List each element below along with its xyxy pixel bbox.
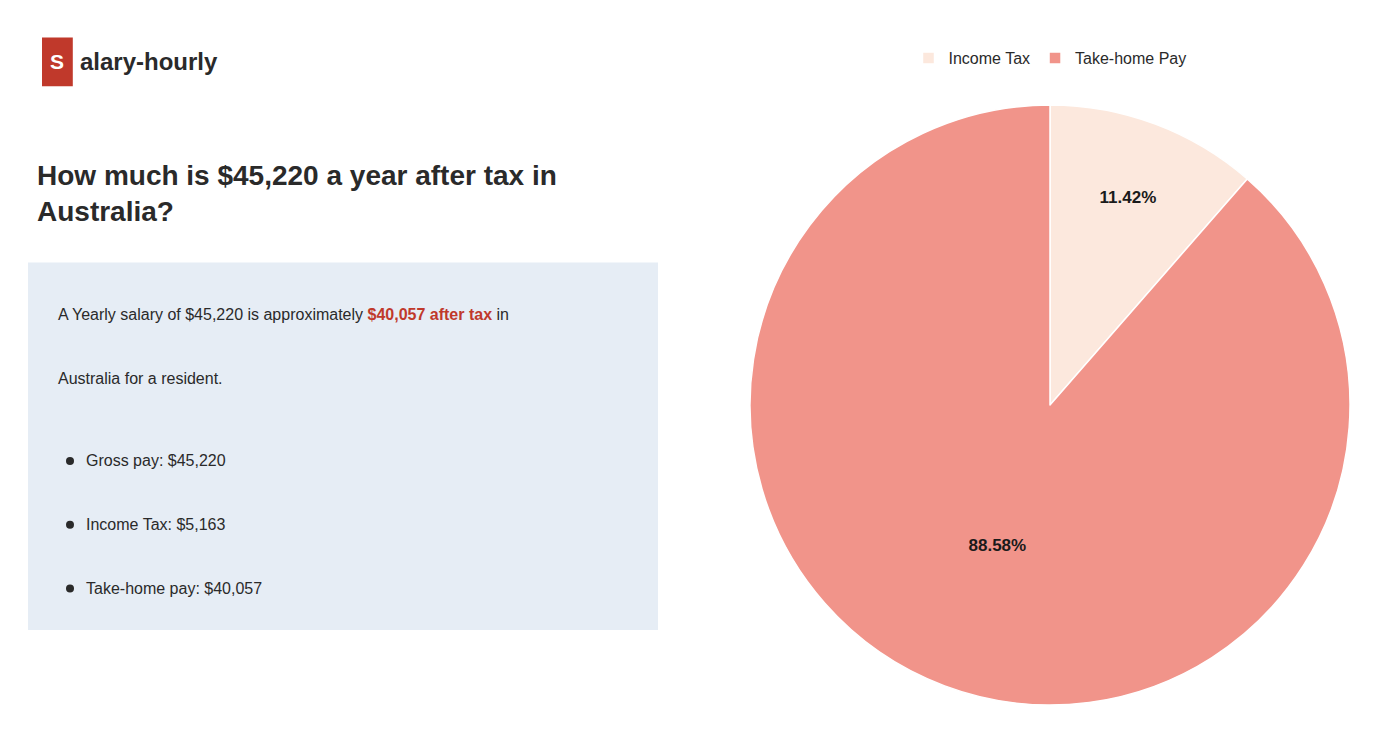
svg-text:Income Tax: $5,163: Income Tax: $5,163 — [86, 516, 225, 533]
svg-text:Australia for a resident.: Australia for a resident. — [58, 370, 223, 387]
svg-text:11.42%: 11.42% — [1100, 188, 1157, 207]
svg-text:Take-home Pay: Take-home Pay — [1075, 50, 1186, 67]
svg-text:88.58%: 88.58% — [968, 536, 1026, 555]
svg-text:Take-home pay: $40,057: Take-home pay: $40,057 — [86, 580, 262, 597]
svg-text:alary-hourly: alary-hourly — [80, 48, 218, 75]
svg-text:A Yearly salary of $45,220 is: A Yearly salary of $45,220 is approximat… — [58, 306, 509, 323]
svg-text:Gross pay: $45,220: Gross pay: $45,220 — [86, 452, 226, 469]
svg-text:Income Tax: Income Tax — [949, 50, 1031, 67]
svg-text:How much is $45,220 a year aft: How much is $45,220 a year after tax inA… — [37, 160, 557, 227]
svg-text:S: S — [50, 50, 64, 73]
